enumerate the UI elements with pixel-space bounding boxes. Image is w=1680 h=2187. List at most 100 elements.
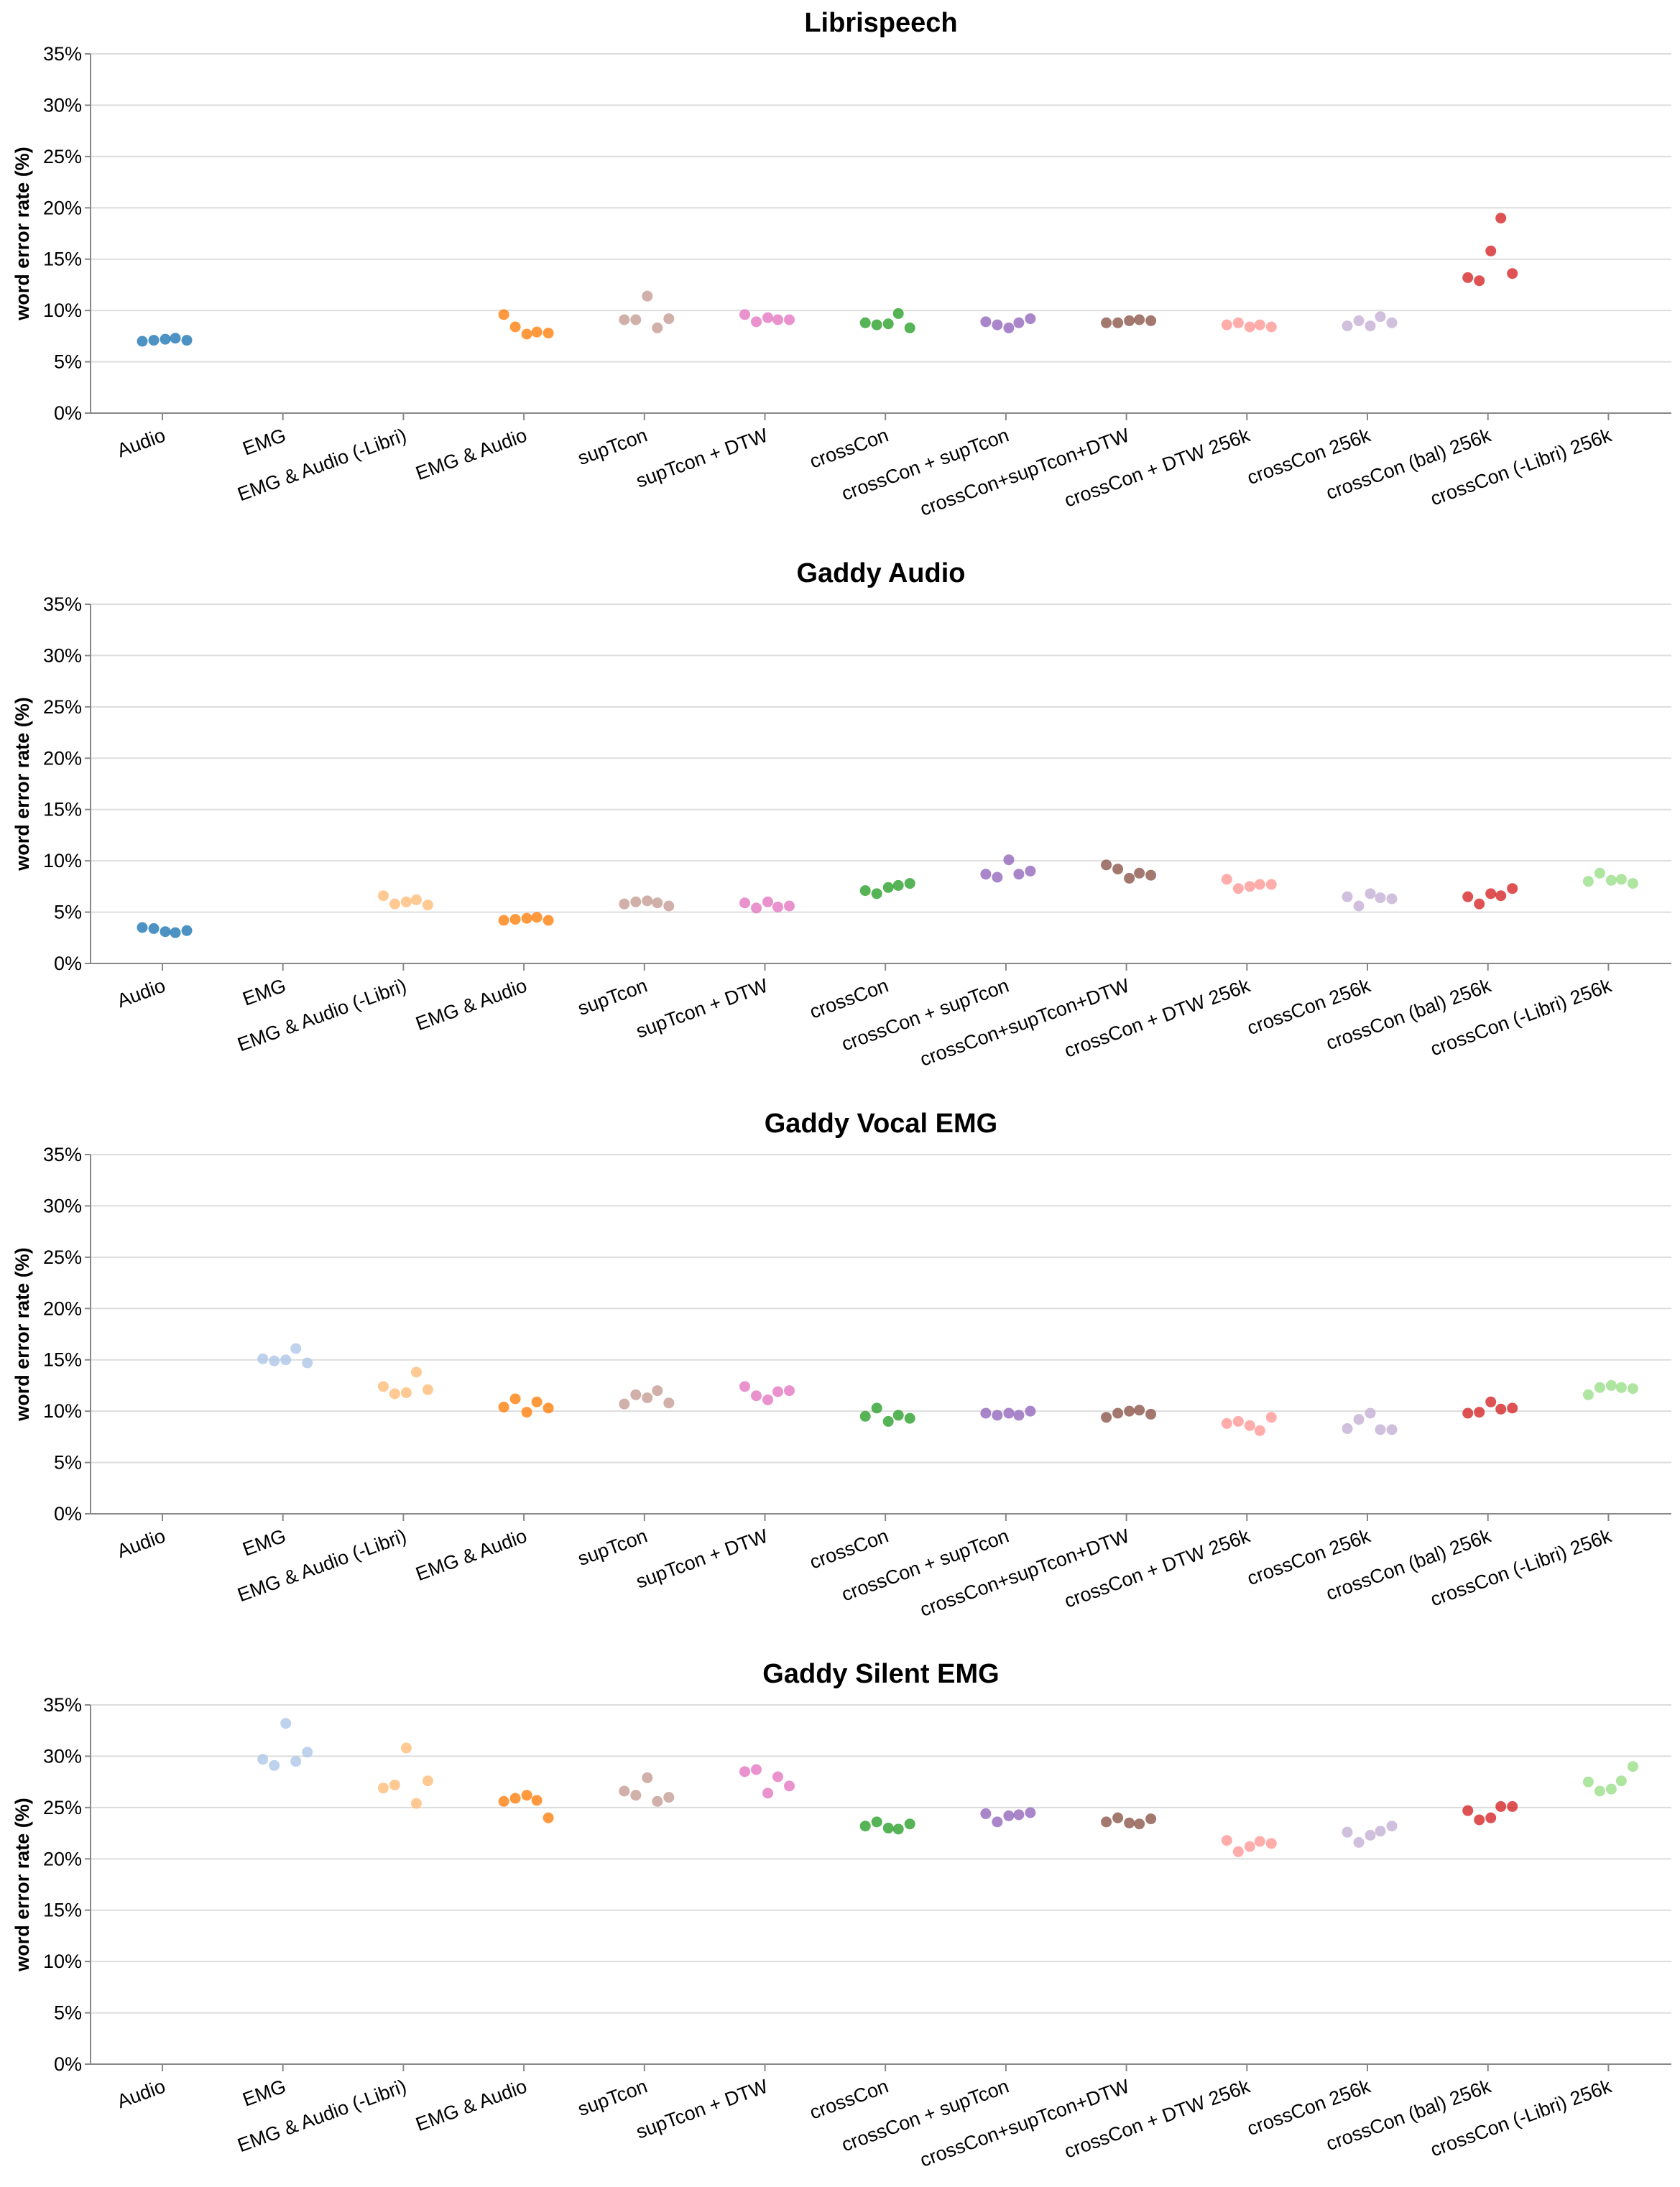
data-point xyxy=(1244,321,1255,333)
chart-title: Gaddy Vocal EMG xyxy=(765,1109,997,1139)
x-tick-label: EMG & Audio xyxy=(413,2075,530,2135)
data-point xyxy=(739,309,750,320)
data-point xyxy=(160,926,171,938)
data-point xyxy=(1582,876,1594,887)
data-point xyxy=(1101,1412,1112,1423)
data-point xyxy=(1112,317,1124,328)
data-point xyxy=(1462,1407,1474,1419)
data-point xyxy=(652,322,663,333)
y-tick-label: 15% xyxy=(43,799,82,820)
data-point xyxy=(531,326,543,338)
data-point xyxy=(400,1742,412,1754)
data-point xyxy=(1495,1800,1507,1812)
data-point xyxy=(1615,1775,1627,1787)
data-point xyxy=(1353,900,1365,912)
data-point xyxy=(1232,317,1244,328)
data-point xyxy=(652,1385,663,1397)
data-point xyxy=(1112,864,1124,875)
data-point xyxy=(1145,1813,1157,1825)
y-tick-label: 30% xyxy=(43,1195,82,1216)
data-point xyxy=(1013,317,1025,328)
x-tick-label: Audio xyxy=(114,1525,168,1562)
data-point xyxy=(1101,317,1112,328)
data-point xyxy=(1474,1814,1485,1826)
y-tick-label: 5% xyxy=(54,902,82,923)
data-point xyxy=(1221,319,1232,330)
data-point xyxy=(509,321,521,333)
y-tick-label: 10% xyxy=(43,300,82,321)
data-point xyxy=(739,1766,750,1777)
data-point xyxy=(1101,1816,1112,1828)
data-point xyxy=(1474,1407,1485,1418)
data-point xyxy=(751,902,762,914)
data-point xyxy=(642,895,653,907)
data-point xyxy=(422,900,433,911)
data-point xyxy=(1627,1383,1638,1395)
data-point xyxy=(904,322,915,333)
data-point xyxy=(1365,1407,1376,1419)
x-tick-label: EMG xyxy=(240,424,289,459)
x-tick-label: supTcon xyxy=(575,2075,650,2120)
data-point xyxy=(1025,1807,1036,1818)
data-point xyxy=(1254,1836,1265,1847)
y-tick-label: 35% xyxy=(43,43,82,65)
y-tick-label: 10% xyxy=(43,1951,82,1972)
data-point xyxy=(509,1793,521,1804)
data-point xyxy=(882,318,894,330)
data-point xyxy=(389,898,400,910)
chart-panel-3: Gaddy Silent EMG word error rate (%) 0% 5% 1… xyxy=(11,1659,1671,2171)
data-point xyxy=(410,1367,422,1378)
y-tick-label: 25% xyxy=(43,146,82,167)
data-point xyxy=(1112,1812,1124,1823)
data-point xyxy=(1003,1810,1015,1821)
data-point xyxy=(1134,1405,1145,1416)
x-tick-label: EMG xyxy=(240,1525,289,1560)
data-point xyxy=(543,1812,554,1823)
data-point xyxy=(784,1385,795,1397)
data-point xyxy=(531,1795,543,1806)
data-point xyxy=(762,896,773,907)
data-point xyxy=(1265,321,1277,333)
y-tick-label: 20% xyxy=(43,747,82,769)
data-point xyxy=(1244,881,1255,892)
data-point xyxy=(1627,1761,1638,1772)
data-point xyxy=(1375,892,1386,904)
data-point xyxy=(992,319,1003,330)
x-tick-label: EMG xyxy=(240,2075,289,2110)
x-tick-label: EMG xyxy=(240,974,289,1009)
data-point xyxy=(1386,1821,1398,1832)
data-point xyxy=(1594,1382,1605,1393)
data-point xyxy=(882,1415,894,1427)
data-point xyxy=(1615,874,1627,885)
x-tick-label: crossCon xyxy=(807,2075,891,2123)
data-point xyxy=(784,314,795,325)
y-tick-label: 25% xyxy=(43,1797,82,1818)
data-point xyxy=(509,1393,521,1405)
data-point xyxy=(377,890,389,902)
data-point xyxy=(1254,1425,1265,1436)
y-tick-label: 0% xyxy=(54,402,82,424)
data-point xyxy=(663,1397,675,1409)
data-point xyxy=(531,1396,543,1407)
data-point xyxy=(1003,854,1015,866)
data-point xyxy=(980,1808,992,1819)
y-tick-label: 5% xyxy=(54,1452,82,1474)
y-tick-label: 35% xyxy=(43,1694,82,1716)
data-point xyxy=(498,1401,509,1412)
data-point xyxy=(181,925,193,936)
data-point xyxy=(1254,879,1265,890)
data-point xyxy=(1375,311,1386,323)
data-point xyxy=(1594,867,1605,879)
data-point xyxy=(751,316,762,328)
data-point xyxy=(1342,891,1353,902)
data-point xyxy=(1365,888,1376,900)
data-point xyxy=(1353,1836,1365,1848)
y-tick-label: 35% xyxy=(43,593,82,615)
data-point xyxy=(1244,1420,1255,1431)
data-point xyxy=(543,1402,554,1414)
data-point xyxy=(1101,859,1112,871)
data-point xyxy=(1353,315,1365,326)
data-point xyxy=(619,1398,630,1410)
data-point xyxy=(389,1388,400,1400)
